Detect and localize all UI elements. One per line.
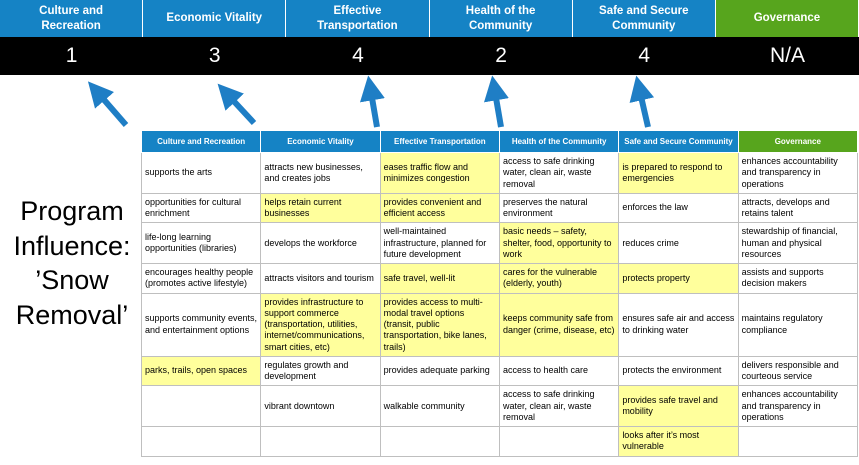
matrix-cell: protects property [618, 263, 739, 294]
matrix-cell: attracts visitors and tourism [260, 263, 381, 294]
matrix-cell: parks, trails, open spaces [140, 355, 262, 387]
matrix-cell [260, 426, 381, 457]
matrix-cell [498, 426, 620, 457]
matrix-cell: develops the workforce [260, 222, 381, 264]
matrix-cell: provides access to multi-modal travel op… [379, 292, 500, 357]
up-arrow-icon-4 [484, 75, 509, 128]
scoreboard-label-3: Effective Transportation [286, 0, 430, 37]
matrix-cell: safe travel, well-lit [379, 263, 500, 294]
matrix-cell: encourages healthy people (promotes acti… [140, 263, 262, 294]
matrix-cell: delivers responsible and courteous servi… [737, 355, 859, 387]
matrix-cell: walkable community [379, 385, 500, 427]
matrix-header-row: Culture and Recreation Economic Vitality E… [140, 130, 859, 153]
matrix-cell: basic needs – safety, shelter, food, opp… [498, 222, 620, 264]
matrix-row-3: life-long learning opportunities (librar… [140, 222, 859, 264]
matrix-col-header-4: Health of the Community [498, 130, 620, 153]
influence-arrows [87, 75, 655, 128]
matrix-table: Culture and Recreation Economic Vitality E… [140, 130, 859, 457]
matrix-col-header-3: Effective Transportation [379, 130, 500, 153]
matrix-cell: supports community events, and entertain… [140, 292, 262, 357]
up-arrow-icon-3 [360, 75, 385, 128]
matrix-row-4: encourages healthy people (promotes acti… [140, 263, 859, 294]
score-value-2: 3 [208, 44, 221, 67]
matrix-cell: reduces crime [618, 222, 739, 264]
matrix-cell: looks after it’s most vulnerable [618, 426, 739, 457]
matrix-cell: vibrant downtown [260, 385, 381, 427]
scoreboard-label-1: Culture and Recreation [0, 0, 144, 37]
matrix-cell: provides infrastructure to support comme… [260, 292, 381, 357]
matrix-cell: regulates growth and development [260, 355, 381, 387]
scoreboard-label-4: Health of the Community [429, 0, 573, 37]
matrix-cell: provides adequate parking [379, 355, 500, 387]
matrix-cell: attracts, develops and retains talent [737, 192, 859, 224]
matrix-row-1: supports the arts attracts new businesses… [140, 152, 859, 194]
matrix-cell: opportunities for cultural enrichment [140, 192, 262, 224]
scoreboard-label-6: Governance [715, 0, 859, 37]
scoreboard-label-5: Safe and Secure Community [572, 0, 716, 37]
matrix-row-7: vibrant downtown walkable community access… [140, 385, 859, 427]
matrix-row-5: supports community events, and entertain… [140, 292, 859, 357]
matrix-col-header-2: Economic Vitality [260, 130, 381, 153]
matrix-cell: access to safe drinking water, clean air… [498, 385, 620, 427]
matrix-row-6: parks, trails, open spaces regulates grow… [140, 355, 859, 387]
matrix-col-header-1: Culture and Recreation [140, 130, 262, 153]
matrix-cell: well-maintained infrastructure, planned … [379, 222, 500, 264]
matrix-cell: enforces the law [618, 192, 739, 224]
matrix-cell [140, 426, 262, 457]
matrix-cell: access to safe drinking water, clean air… [498, 152, 620, 194]
score-value-1: 1 [65, 44, 78, 67]
matrix-cell: enhances accountability and transparency… [737, 152, 859, 194]
matrix-body: supports the arts attracts new businesses… [140, 152, 859, 457]
matrix-cell: ensures safe air and access to drinking … [618, 292, 739, 357]
score-value-4: 2 [495, 44, 507, 67]
matrix-cell: stewardship of financial, human and phys… [737, 222, 859, 264]
matrix-cell: attracts new businesses, and creates job… [260, 152, 381, 194]
matrix-cell [737, 426, 859, 457]
matrix-cell: preserves the natural environment [498, 192, 620, 224]
matrix-cell: helps retain current businesses [260, 192, 381, 224]
matrix-row-8: looks after it’s most vulnerable [140, 426, 859, 457]
matrix-cell: assists and supports decision makers [737, 263, 859, 294]
scoreboard-header: Culture and Recreation Economic Vitality E… [0, 0, 859, 37]
matrix-cell [140, 385, 262, 427]
page-title: Program Influence: ’Snow Removal’ [13, 196, 131, 330]
matrix-cell: life-long learning opportunities (librar… [140, 222, 262, 264]
up-arrow-icon-2 [217, 83, 257, 126]
matrix-col-header-5: Safe and Secure Community [618, 130, 739, 153]
up-arrow-icon-5 [629, 75, 655, 128]
up-arrow-icon-1 [87, 81, 129, 127]
matrix-cell: is prepared to respond to emergencies [618, 152, 739, 194]
matrix-cell: supports the arts [140, 152, 262, 194]
matrix-cell: enhances accountability and transparency… [737, 385, 859, 427]
matrix-cell [379, 426, 500, 457]
matrix-cell: cares for the vulnerable (elderly, youth… [498, 263, 620, 294]
matrix-cell: eases traffic flow and minimizes congest… [379, 152, 500, 194]
matrix-cell: provides safe travel and mobility [618, 385, 739, 427]
score-value-5: 4 [638, 44, 651, 67]
matrix-cell: maintains regulatory compliance [737, 292, 859, 357]
matrix-cell: protects the environment [618, 355, 739, 387]
matrix-cell: provides convenient and efficient access [379, 192, 500, 224]
matrix-cell: keeps community safe from danger (crime,… [498, 292, 620, 357]
matrix-col-header-6: Governance [737, 130, 859, 153]
score-value-6: N/A [769, 44, 805, 67]
scoreboard-label-2: Economic Vitality [143, 0, 287, 37]
matrix-row-2: opportunities for cultural enrichment hel… [140, 192, 859, 224]
matrix-cell: access to health care [498, 355, 620, 387]
influence-matrix: Culture and Recreation Economic Vitality E… [140, 130, 859, 457]
score-row: 1 3 4 2 4 N/A [0, 37, 859, 75]
score-value-3: 4 [352, 44, 364, 67]
